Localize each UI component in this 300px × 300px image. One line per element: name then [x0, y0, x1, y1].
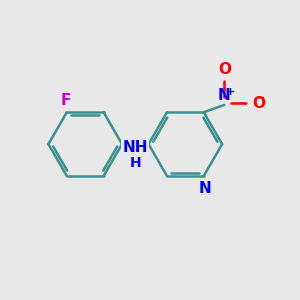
- Text: F: F: [60, 93, 70, 108]
- Text: O: O: [252, 96, 265, 111]
- Text: +: +: [226, 87, 236, 97]
- Text: −: −: [255, 92, 266, 105]
- Text: N: N: [199, 181, 211, 196]
- Text: N: N: [218, 88, 231, 103]
- Text: NH: NH: [122, 140, 148, 154]
- Text: H: H: [130, 156, 141, 170]
- Text: O: O: [218, 62, 231, 77]
